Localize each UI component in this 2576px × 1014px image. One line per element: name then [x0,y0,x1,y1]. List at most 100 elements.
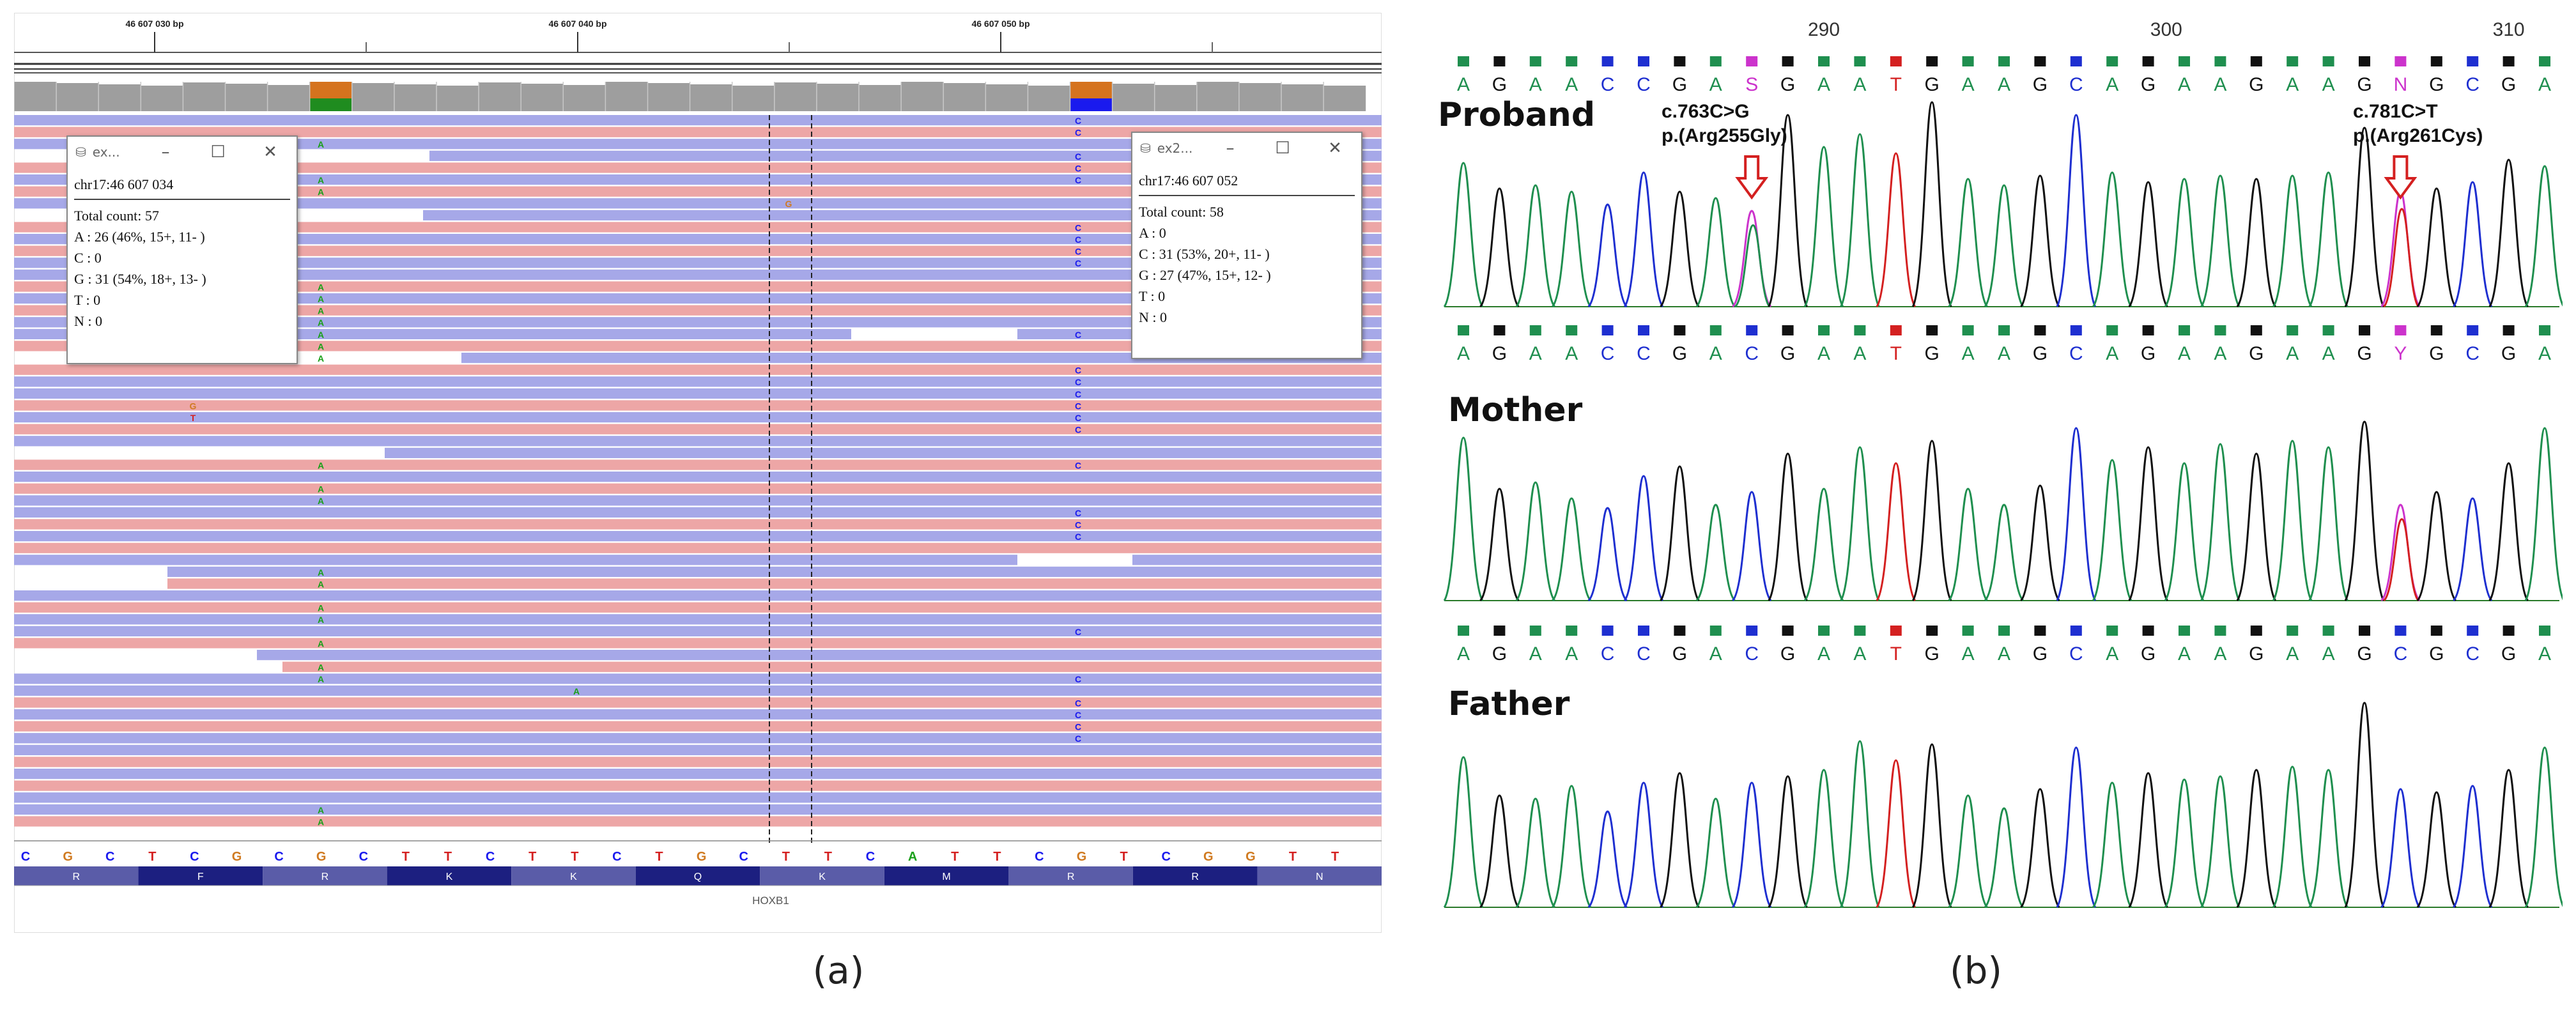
popup-right[interactable]: ⛁ ex2... – ☐ ✕ chr17:46 607 052 Total co… [1131,132,1362,359]
mismatch-base-a: A [318,638,324,649]
read [14,341,1382,351]
base-call: G [2249,74,2264,95]
mismatch-base-a: A [318,282,324,292]
quality-box [2467,325,2479,335]
trace-peak [1876,152,1917,307]
quality-box [1818,325,1830,335]
trace-peak [1443,162,1484,307]
variant1-annotation: c.763C>G p.(Arg255Gly) [1662,100,1787,148]
read [14,804,1382,815]
trace-peak [1911,743,1952,908]
amino-acid-block [884,866,1009,886]
quality-box [2106,325,2118,335]
popup-left[interactable]: ⛁ ex... – ☐ ✕ chr17:46 607 034 Total cou… [66,135,298,364]
quality-box [2142,56,2154,66]
coverage-bar [774,82,817,111]
base-call: A [2538,74,2551,95]
read [257,650,1382,661]
reference-base: T [993,850,1001,864]
gene-label: HOXB1 [752,895,789,907]
close-button[interactable]: ✕ [263,142,277,162]
base-call: A [2214,643,2226,664]
mismatch-base-a: A [318,805,324,815]
base-call: G [1492,74,1507,95]
base-call: A [2214,343,2226,364]
coverage-track [13,82,1366,111]
read [167,566,1382,577]
reference-base: C [190,850,199,864]
quality-box [1566,626,1578,636]
base-call: G [1672,643,1687,664]
read [14,638,1382,649]
ruler-tick-label: 46 607 040 bp [548,19,606,29]
reference-base: C [739,850,748,864]
trace-peak [2164,462,2205,601]
quality-box [1638,56,1649,66]
trace-peak [1731,491,1772,602]
base-call: C [2069,74,2083,95]
base-call: G [2501,643,2516,664]
variant1-arrow [1735,155,1769,200]
reference-base: C [1161,850,1170,864]
close-button[interactable]: ✕ [1328,139,1342,158]
quality-box [1782,325,1794,335]
base-call: G [2141,74,2156,95]
reference-base: C [105,850,114,864]
position-label: 290 [1808,19,1840,40]
quality-box [1998,56,2010,66]
trace-peak [1443,436,1484,601]
reference-base: C [866,850,875,864]
maximize-button[interactable]: ☐ [210,142,226,162]
base-call: C [2465,343,2480,364]
popup-right-titlebar[interactable]: ⛁ ex2... – ☐ ✕ [1132,133,1361,164]
trace-peak [1840,446,1880,601]
base-call: S [1745,74,1758,95]
reference-base: T [951,850,959,864]
quality-box [1998,325,2010,335]
read [14,542,1382,553]
base-call: A [1457,343,1470,364]
popup-left-titlebar[interactable]: ⛁ ex... – ☐ ✕ [68,137,297,167]
base-call: A [2322,643,2335,664]
amino-acid-block [511,866,636,886]
mismatch-base-c: C [1075,401,1081,411]
base-call: A [1457,643,1470,664]
maximize-button[interactable]: ☐ [1275,139,1290,158]
amino-acid-block [263,866,387,886]
read [14,709,1382,720]
amino-acid-block [1008,866,1133,886]
base-call: N [2394,74,2408,95]
base-call: T [1890,74,1902,95]
ruler: 46 607 030 bp 46 607 040 bp 46 607 050 bp [14,19,1382,73]
mismatch-base-c: C [1075,710,1081,720]
base-call: A [1853,74,1866,95]
trace-peak [1876,759,1917,908]
read [385,447,1382,458]
read [14,364,1382,375]
minimize-button[interactable]: – [1226,139,1235,158]
reference-base: T [148,850,156,864]
base-call: A [1529,74,1542,95]
quality-box [1962,325,1974,335]
read [14,472,1382,482]
base-call: A [2178,343,2191,364]
mismatch-base-c: C [1075,330,1081,340]
coverage-bar [225,84,268,111]
minimize-button[interactable]: – [161,142,170,162]
track-label-mother: Mother [1448,391,1583,429]
base-call: A [2106,74,2118,95]
trace-peak [1803,146,1844,307]
base-call: A [1853,343,1866,364]
trace-peak [1695,197,1736,308]
trace-peak [2272,440,2313,601]
position-ruler: 290 300 310 [1808,19,2525,40]
mismatch-base-c: C [1075,389,1081,399]
quality-box [1638,325,1649,335]
variant1-cdna: c.763C>G [1662,101,1750,122]
mismatch-base-c: C [1075,222,1081,233]
quality-box [2395,325,2407,335]
read [14,721,1382,732]
base-call: C [1601,343,1615,364]
